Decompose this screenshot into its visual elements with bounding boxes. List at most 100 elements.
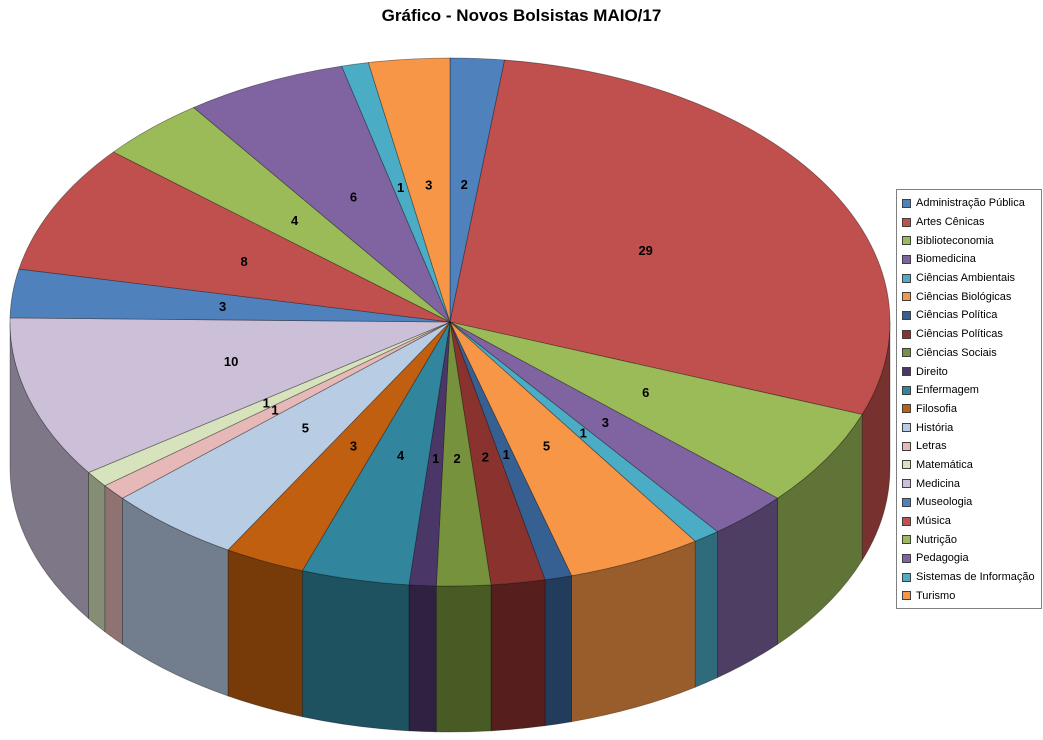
legend-item[interactable]: Filosofia: [902, 400, 1037, 419]
legend-swatch: [902, 572, 911, 582]
pie-slice-side: [88, 471, 106, 633]
pie-slice[interactable]: [121, 321, 451, 551]
pie-slice[interactable]: [449, 321, 546, 586]
legend-item[interactable]: Ciências Sociais: [902, 344, 1037, 363]
legend-item[interactable]: Enfermagem: [902, 381, 1037, 400]
pie-slice-value-label: 5: [543, 439, 550, 454]
legend-item[interactable]: Pedagogia: [902, 549, 1037, 568]
legend-swatch: [902, 254, 911, 264]
pie-slice-value-label: 5: [302, 420, 309, 435]
legend-label: Biomedicina: [916, 253, 976, 266]
pie-slice-value-label: 2: [482, 450, 489, 465]
legend-item[interactable]: Biomedicina: [902, 250, 1037, 269]
pie-slice-value-label: 29: [638, 243, 652, 258]
pie-slice-value-label: 3: [602, 415, 609, 430]
legend-swatch: [902, 273, 911, 283]
legend-label: Música: [916, 515, 951, 528]
pie-slice-value-label: 1: [432, 451, 439, 466]
pie-slice-value-label: 2: [453, 451, 460, 466]
legend-item[interactable]: Ciências Biológicas: [902, 287, 1037, 306]
pie-slice-value-label: 3: [219, 299, 226, 314]
legend-label: Enfermagem: [916, 384, 979, 397]
pie-slice-value-label: 3: [350, 439, 357, 454]
pie-slice[interactable]: [104, 321, 451, 499]
legend-swatch: [902, 591, 911, 601]
pie-slice[interactable]: [449, 59, 891, 415]
legend-label: Artes Cênicas: [916, 216, 985, 229]
legend-swatch: [902, 292, 911, 302]
legend-item[interactable]: Direito: [902, 362, 1037, 381]
legend-swatch: [902, 367, 911, 377]
legend-item[interactable]: Ciências Políticas: [902, 325, 1037, 344]
pie-slice[interactable]: [449, 321, 573, 581]
pie-slice-value-label: 10: [224, 354, 238, 369]
legend-swatch: [902, 404, 911, 414]
legend-item[interactable]: Artes Cênicas: [902, 213, 1037, 232]
legend-item[interactable]: Nutrição: [902, 530, 1037, 549]
pie-slice[interactable]: [301, 321, 451, 586]
legend-label: Ciências Ambientais: [916, 272, 1016, 285]
legend: Administração Pública Artes Cênicas Biblio…: [896, 189, 1042, 610]
legend-item[interactable]: Administração Pública: [902, 194, 1037, 213]
legend-item[interactable]: Museologia: [902, 493, 1037, 512]
legend-label: Letras: [916, 440, 947, 453]
legend-swatch: [902, 479, 911, 489]
pie-slice-value-label: 1: [271, 402, 278, 417]
pie-slice[interactable]: [435, 321, 492, 587]
pie-slice[interactable]: [227, 321, 451, 572]
pie-slice-value-label: 1: [503, 447, 510, 462]
legend-swatch: [902, 217, 911, 227]
pie-slice[interactable]: [9, 317, 451, 473]
legend-swatch: [902, 329, 911, 339]
pie-slice[interactable]: [449, 321, 696, 577]
pie-slice-value-label: 1: [580, 426, 587, 441]
legend-swatch: [902, 441, 911, 451]
legend-item[interactable]: Letras: [902, 437, 1037, 456]
pie-slice-value-label: 2: [461, 177, 468, 192]
legend-item[interactable]: Medicina: [902, 474, 1037, 493]
legend-label: Sistemas de Informação: [916, 571, 1035, 584]
pie-slice[interactable]: [341, 62, 451, 323]
legend-item[interactable]: Matemática: [902, 456, 1037, 475]
pie-slice-side: [227, 549, 303, 718]
legend-item[interactable]: Música: [902, 512, 1037, 531]
legend-item[interactable]: Ciências Política: [902, 306, 1037, 325]
legend-label: Nutrição: [916, 533, 957, 546]
pie-slice-value-label: 6: [642, 385, 649, 400]
pie-slice[interactable]: [87, 321, 451, 487]
legend-item[interactable]: Sistemas de Informação: [902, 568, 1037, 587]
legend-label: Administração Pública: [916, 197, 1025, 210]
legend-item[interactable]: Ciências Ambientais: [902, 269, 1037, 288]
pie-slice[interactable]: [449, 321, 719, 542]
legend-item[interactable]: Biblioteconomia: [902, 231, 1037, 250]
legend-label: Medicina: [916, 477, 961, 490]
legend-swatch: [902, 497, 911, 507]
pie-slice[interactable]: [449, 321, 863, 499]
chart-title: Gráfico - Novos Bolsistas MAIO/17: [381, 6, 662, 25]
pie-slice-side: [490, 579, 546, 732]
pie-slice-side: [694, 531, 718, 688]
pie-slice-value-label: 1: [263, 396, 270, 411]
legend-swatch: [902, 535, 911, 545]
legend-item[interactable]: História: [902, 418, 1037, 437]
pie-slice[interactable]: [449, 321, 779, 533]
legend-label: História: [916, 421, 954, 434]
legend-label: Matemática: [916, 458, 973, 471]
pie-slice[interactable]: [9, 268, 451, 323]
pie-slice[interactable]: [18, 151, 451, 323]
pie-slice-value-label: 8: [240, 254, 247, 269]
pie-slice[interactable]: [112, 106, 451, 323]
legend-label: Direito: [916, 365, 948, 378]
pie-slice-value-label: 4: [397, 448, 405, 463]
pie-slice[interactable]: [449, 57, 506, 323]
legend-label: Pedagogia: [916, 552, 969, 565]
legend-swatch: [902, 423, 911, 433]
pie-slice-side: [408, 584, 437, 733]
legend-item[interactable]: Turismo: [902, 586, 1037, 605]
pie-slice[interactable]: [408, 321, 451, 587]
legend-swatch: [902, 198, 911, 208]
pie-slice-value-label: 1: [397, 180, 404, 195]
pie-slice[interactable]: [367, 57, 451, 323]
pie-slice[interactable]: [192, 65, 451, 323]
